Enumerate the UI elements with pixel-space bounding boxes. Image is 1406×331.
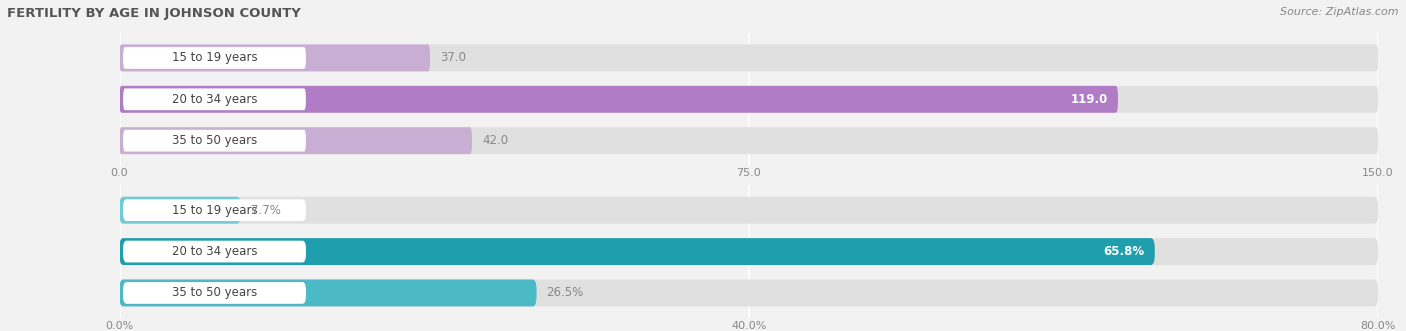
FancyBboxPatch shape [120,86,1378,113]
Text: 20 to 34 years: 20 to 34 years [172,93,257,106]
FancyBboxPatch shape [120,86,1118,113]
Text: Source: ZipAtlas.com: Source: ZipAtlas.com [1281,7,1399,17]
FancyBboxPatch shape [120,197,1378,224]
FancyBboxPatch shape [120,238,1378,265]
FancyBboxPatch shape [120,238,1154,265]
Text: 35 to 50 years: 35 to 50 years [172,286,257,300]
Text: 15 to 19 years: 15 to 19 years [172,51,257,65]
FancyBboxPatch shape [124,241,307,262]
FancyBboxPatch shape [124,199,307,221]
Text: 65.8%: 65.8% [1104,245,1144,258]
FancyBboxPatch shape [124,282,307,304]
FancyBboxPatch shape [120,279,1378,307]
Text: 15 to 19 years: 15 to 19 years [172,204,257,217]
Text: 119.0: 119.0 [1070,93,1108,106]
FancyBboxPatch shape [120,127,472,154]
Text: 20 to 34 years: 20 to 34 years [172,245,257,258]
FancyBboxPatch shape [124,130,307,152]
FancyBboxPatch shape [124,88,307,110]
Text: 26.5%: 26.5% [547,286,583,300]
FancyBboxPatch shape [120,279,537,307]
Text: 35 to 50 years: 35 to 50 years [172,134,257,147]
Text: FERTILITY BY AGE IN JOHNSON COUNTY: FERTILITY BY AGE IN JOHNSON COUNTY [7,7,301,20]
Text: 7.7%: 7.7% [250,204,281,217]
FancyBboxPatch shape [120,127,1378,154]
Text: 37.0: 37.0 [440,51,465,65]
FancyBboxPatch shape [120,197,240,224]
FancyBboxPatch shape [124,47,307,69]
FancyBboxPatch shape [120,44,430,71]
Text: 42.0: 42.0 [482,134,508,147]
FancyBboxPatch shape [120,44,1378,71]
